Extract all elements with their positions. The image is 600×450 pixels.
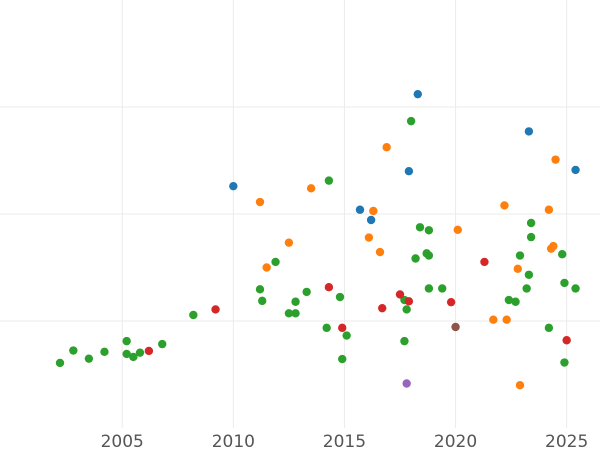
data-point-orange: [551, 155, 560, 164]
data-point-orange: [382, 143, 391, 152]
data-point-orange: [375, 247, 385, 257]
x-tick-label: 2015: [323, 432, 366, 450]
series-brown: [451, 322, 460, 332]
data-point-green: [271, 257, 280, 267]
data-point-green: [400, 336, 409, 346]
data-point-red: [446, 297, 456, 307]
data-point-brown: [451, 322, 460, 332]
x-tick-label: 2020: [434, 432, 477, 450]
data-point-red: [144, 346, 154, 356]
data-point-red: [562, 336, 571, 345]
x-tick-label: 2010: [212, 432, 255, 450]
data-point-green: [189, 310, 198, 320]
data-point-green: [291, 297, 300, 306]
data-point-blue: [571, 165, 580, 175]
data-point-green: [544, 323, 554, 333]
data-point-orange: [364, 233, 374, 242]
series-green: [55, 116, 580, 368]
data-point-green: [302, 287, 311, 297]
data-points: [55, 89, 580, 390]
data-point-green: [504, 295, 514, 305]
data-point-green: [335, 292, 345, 302]
data-point-green: [526, 232, 536, 242]
data-point-blue: [366, 215, 376, 225]
data-point-green: [424, 251, 434, 260]
data-point-orange: [515, 381, 525, 390]
data-point-green: [322, 323, 331, 333]
data-point-green: [526, 218, 536, 228]
series-blue: [229, 89, 580, 225]
data-point-orange: [489, 315, 498, 324]
data-point-green: [100, 347, 109, 357]
y-gridlines: [0, 106, 600, 322]
data-point-red: [324, 282, 334, 292]
data-point-green: [255, 285, 265, 294]
data-point-orange: [502, 315, 511, 324]
series-red: [144, 257, 571, 356]
data-point-orange: [544, 205, 554, 214]
data-point-red: [404, 297, 414, 306]
data-point-green: [515, 251, 525, 260]
data-point-green: [122, 349, 131, 359]
data-point-green: [438, 284, 447, 293]
data-point-green: [342, 331, 351, 340]
data-point-green: [424, 226, 434, 235]
data-point-green: [524, 270, 534, 279]
data-point-red: [211, 305, 220, 314]
data-point-blue: [413, 89, 422, 99]
data-point-blue: [229, 181, 238, 191]
data-point-blue: [524, 127, 534, 136]
data-point-orange: [284, 238, 294, 247]
data-point-green: [415, 223, 425, 232]
data-point-green: [511, 297, 520, 306]
data-point-green: [69, 346, 78, 355]
data-point-orange: [500, 201, 509, 210]
data-point-green: [560, 358, 569, 367]
data-point-green: [258, 296, 267, 306]
data-point-green: [571, 284, 580, 293]
data-point-orange: [255, 197, 265, 207]
data-point-green: [522, 284, 531, 293]
x-axis-tick-labels: 2005 2010 2015 2020 2025: [101, 432, 589, 450]
x-tick-label: 2025: [545, 432, 588, 450]
data-point-red: [338, 323, 347, 333]
data-point-orange: [306, 184, 316, 193]
data-point-green: [135, 348, 145, 357]
data-point-green: [324, 176, 334, 185]
data-point-green: [158, 339, 167, 349]
data-point-green: [284, 309, 294, 318]
data-point-green: [558, 250, 567, 259]
series-orange: [255, 143, 560, 390]
data-point-green: [129, 352, 138, 362]
data-point-green: [402, 305, 411, 314]
data-point-green: [406, 116, 416, 126]
data-point-green: [84, 354, 94, 363]
data-point-green: [122, 336, 131, 346]
data-point-green: [291, 309, 300, 318]
data-point-red: [395, 290, 405, 299]
data-point-green: [560, 278, 569, 288]
data-point-purple: [402, 379, 411, 388]
data-point-green: [424, 284, 434, 293]
data-point-red: [480, 257, 489, 267]
series-purple: [402, 379, 411, 388]
data-point-orange: [513, 264, 522, 273]
data-point-blue: [355, 205, 365, 214]
data-point-orange: [262, 263, 271, 272]
data-point-green: [55, 358, 65, 368]
data-point-blue: [404, 167, 414, 176]
data-point-red: [378, 303, 387, 313]
data-point-orange: [453, 225, 462, 235]
data-point-green: [411, 254, 420, 263]
data-point-orange: [549, 241, 558, 251]
data-point-green: [338, 354, 347, 364]
x-tick-label: 2005: [101, 432, 144, 450]
data-point-orange: [369, 206, 378, 216]
